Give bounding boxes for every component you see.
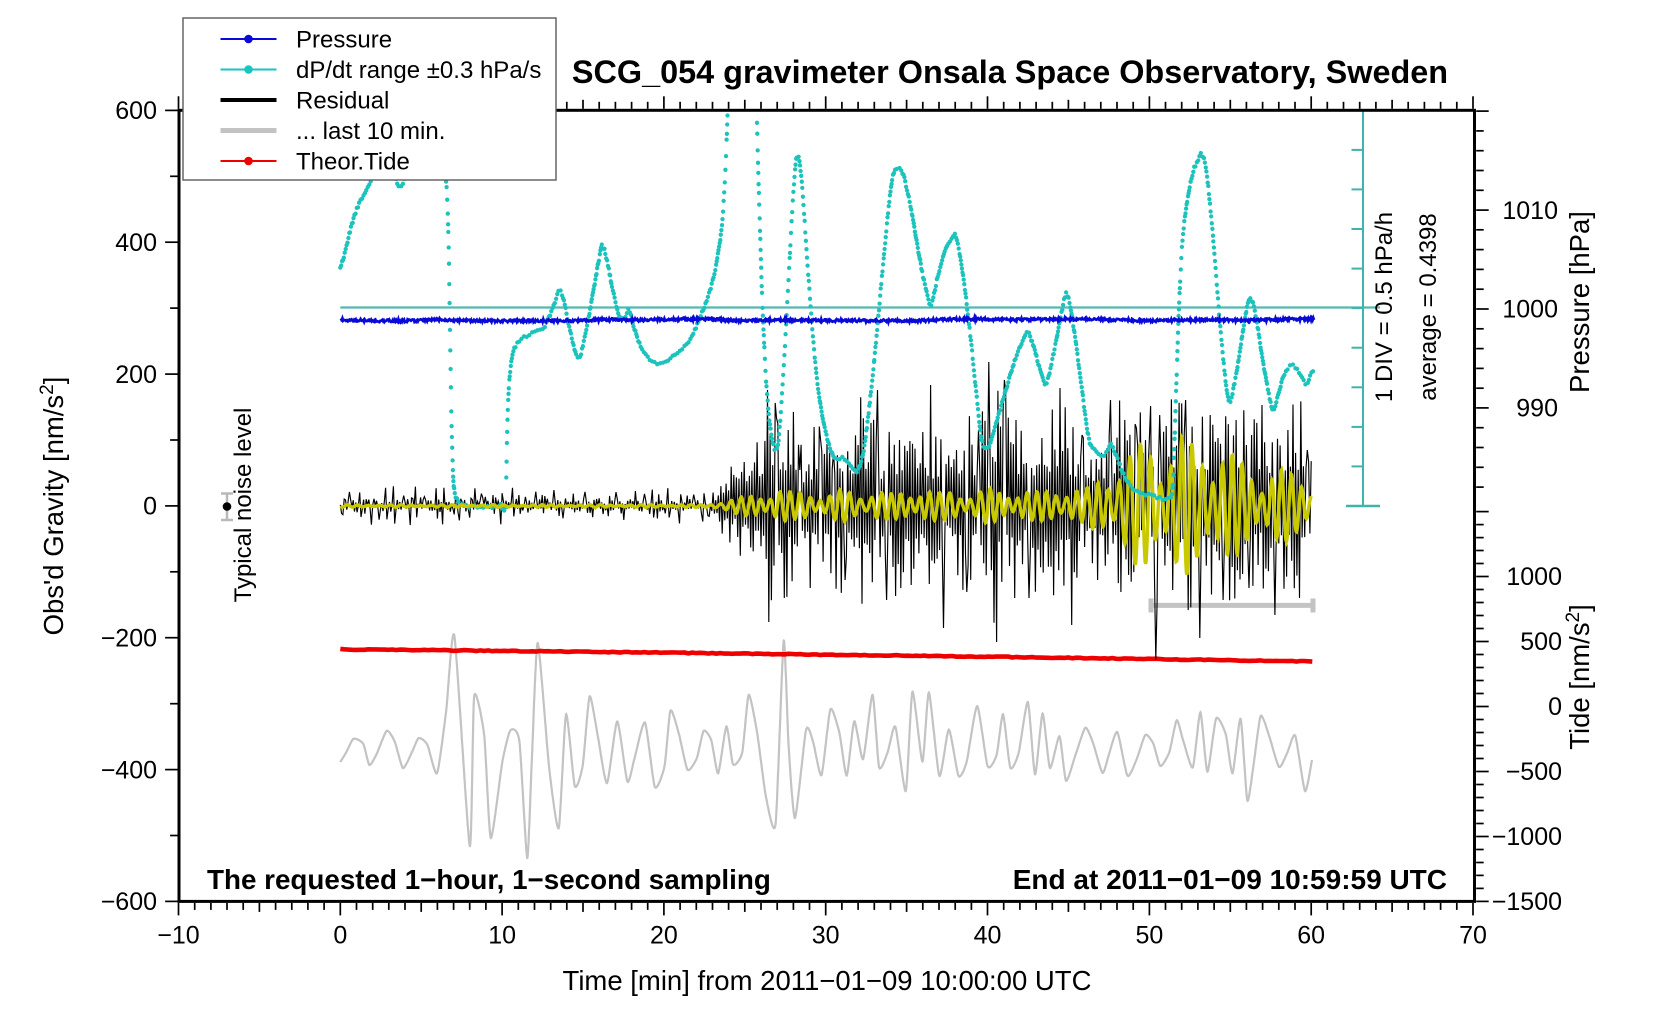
svg-text:20: 20 [650,922,678,950]
svg-text:1000: 1000 [1506,563,1562,591]
svg-text:End at 2011−01−09 10:59:59 UTC: End at 2011−01−09 10:59:59 UTC [1013,864,1447,895]
svg-text:1000: 1000 [1502,296,1558,324]
svg-text:Residual: Residual [296,88,389,115]
svg-text:0: 0 [333,922,347,950]
svg-text:−600: −600 [101,888,157,916]
svg-text:... last 10 min.: ... last 10 min. [296,118,445,145]
svg-text:1 DIV = 0.5 hPa/h: 1 DIV = 0.5 hPa/h [1371,212,1398,402]
svg-text:1010: 1010 [1502,197,1558,225]
svg-text:30: 30 [812,922,840,950]
svg-text:0: 0 [1548,693,1562,721]
svg-text:−200: −200 [101,624,157,652]
svg-text:500: 500 [1520,628,1562,656]
svg-text:200: 200 [115,361,157,389]
svg-text:Tide [nm/s2]: Tide [nm/s2] [1563,604,1595,750]
svg-text:dP/dt range ±0.3 hPa/s: dP/dt range ±0.3 hPa/s [296,57,541,84]
svg-text:Time [min] from 2011−01−09 10:: Time [min] from 2011−01−09 10:00:00 UTC [563,965,1092,996]
svg-text:990: 990 [1516,395,1558,423]
svg-text:0: 0 [143,493,157,521]
svg-text:70: 70 [1459,922,1487,950]
svg-text:−500: −500 [1506,758,1562,786]
svg-text:50: 50 [1135,922,1163,950]
svg-text:Typical noise level: Typical noise level [230,408,257,603]
svg-text:Theor.Tide: Theor.Tide [296,149,410,176]
svg-text:−1000: −1000 [1492,823,1562,851]
svg-text:Obs'd Gravity [nm/s2]: Obs'd Gravity [nm/s2] [37,377,69,636]
svg-text:average = 0.4398: average = 0.4398 [1415,213,1442,401]
svg-text:400: 400 [115,229,157,257]
svg-text:Pressure [hPa]: Pressure [hPa] [1564,211,1595,393]
svg-text:600: 600 [115,97,157,125]
svg-text:−400: −400 [101,756,157,784]
svg-text:60: 60 [1297,922,1325,950]
svg-text:Pressure: Pressure [296,27,392,54]
svg-text:SCG_054 gravimeter Onsala Spac: SCG_054 gravimeter Onsala Space Observat… [572,54,1448,90]
svg-text:10: 10 [488,922,516,950]
svg-text:−1500: −1500 [1492,888,1562,916]
svg-text:40: 40 [974,922,1002,950]
svg-text:The requested 1−hour, 1−second: The requested 1−hour, 1−second sampling [207,864,771,895]
svg-text:−10: −10 [157,922,199,950]
